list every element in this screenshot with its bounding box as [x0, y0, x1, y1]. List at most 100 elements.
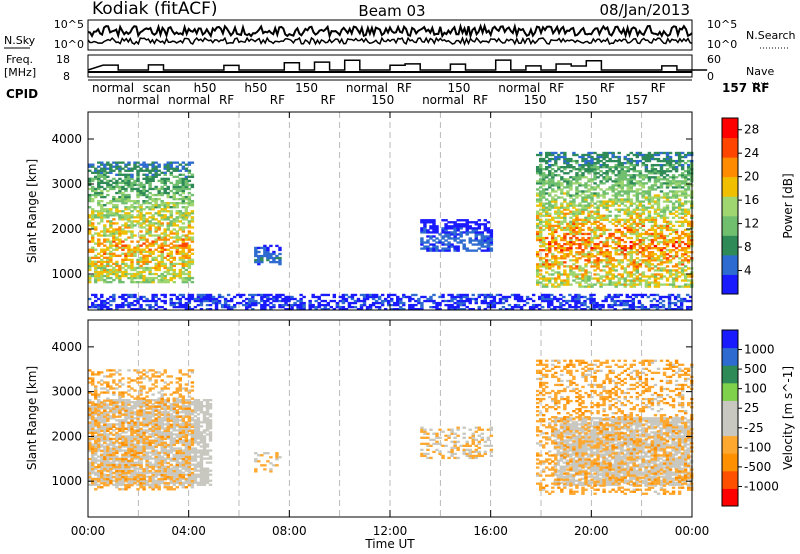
scatter-cell — [109, 469, 113, 472]
scatter-cell — [263, 254, 267, 258]
scatter-cell — [632, 244, 637, 248]
scatter-cell — [100, 270, 104, 274]
scatter-cell — [103, 421, 107, 424]
scatter-cell — [163, 270, 167, 274]
scatter-cell — [601, 305, 605, 309]
scatter-cell — [569, 224, 573, 228]
scatter-cell — [590, 170, 594, 173]
scatter-cell — [181, 228, 186, 231]
scatter-cell — [617, 174, 621, 177]
scatter-cell — [640, 295, 645, 299]
scatter-cell — [232, 305, 237, 309]
scatter-cell — [575, 222, 579, 226]
scatter-cell — [596, 176, 600, 179]
scatter-cell — [226, 303, 231, 307]
scatter-cell — [260, 258, 264, 262]
scatter-cell — [184, 280, 189, 284]
scatter-cell — [278, 260, 282, 264]
scatter-cell — [139, 272, 143, 276]
scatter-cell — [166, 191, 170, 195]
scatter-cell — [148, 250, 152, 253]
scatter-cell — [112, 206, 116, 209]
scatter-cell — [272, 295, 276, 299]
scatter-cell — [587, 194, 591, 197]
scatter-cell — [538, 214, 543, 217]
scatter-cell — [166, 202, 170, 205]
scatter-cell — [293, 297, 297, 301]
scatter-cell — [471, 243, 475, 246]
scatter-cell — [130, 293, 134, 297]
scatter-cell — [599, 283, 603, 286]
scatter-cell — [94, 445, 98, 448]
scatter-cell — [617, 186, 621, 189]
scatter-cell — [557, 257, 561, 260]
scatter-cell — [308, 307, 312, 311]
scatter-cell — [653, 151, 658, 155]
scatter-cell — [91, 189, 95, 193]
scatter-cell — [151, 218, 155, 221]
scatter-cell — [557, 155, 561, 159]
scatter-cell — [97, 274, 101, 278]
scatter-cell — [679, 305, 684, 309]
scatter-cell — [459, 239, 463, 242]
scatter-cell — [563, 166, 567, 169]
scatter-cell — [655, 303, 660, 307]
scatter-cell — [587, 232, 591, 236]
scatter-cell — [667, 297, 672, 301]
scatter-cell — [145, 303, 149, 307]
scatter-cell — [154, 299, 158, 303]
scatter-cell — [492, 299, 497, 303]
scatter-cell — [563, 257, 567, 260]
scatter-cell — [130, 210, 134, 213]
scatter-cell — [647, 228, 652, 232]
scatter-cell — [97, 260, 101, 264]
scatter-cell — [426, 221, 430, 224]
scatter-cell — [647, 253, 652, 256]
scatter-cell — [94, 228, 98, 231]
scatter-cell — [299, 299, 303, 303]
scatter-cell — [447, 235, 451, 238]
scatter-cell — [145, 297, 149, 301]
cpid-tail-157: 157 — [722, 81, 747, 95]
scatter-cell — [551, 238, 555, 242]
scatter-cell — [100, 204, 104, 207]
scatter-cell — [629, 157, 634, 161]
scatter-cell — [91, 224, 95, 227]
scatter-cell — [163, 278, 167, 282]
scatter-cell — [548, 163, 552, 167]
scatter-cell — [453, 223, 457, 226]
scatter-cell — [254, 252, 258, 256]
scatter-cell — [538, 170, 543, 173]
scatter-cell — [638, 180, 643, 183]
scatter-cell — [100, 477, 104, 480]
scatter-cell — [353, 293, 358, 297]
scatter-cell — [598, 303, 602, 307]
scatter-cell — [106, 481, 110, 484]
scatter-cell — [577, 297, 581, 301]
scatter-cell — [584, 170, 588, 173]
scatter-cell — [323, 293, 327, 297]
scatter-cell — [632, 230, 637, 234]
scatter-cell — [602, 206, 606, 209]
scatter-cell — [91, 165, 95, 168]
scatter-cell — [584, 247, 588, 250]
scatter-cell — [429, 225, 433, 228]
scatter-cell — [103, 459, 107, 462]
scatter-cell — [680, 247, 685, 250]
scatter-cell — [166, 248, 170, 251]
scatter-cell — [659, 253, 664, 256]
scatter-cell — [686, 267, 691, 270]
scatter-cell — [121, 295, 125, 299]
scatter-cell — [575, 257, 579, 260]
scatter-cell — [605, 261, 609, 264]
scatter-cell — [628, 295, 632, 299]
scatter-cell — [115, 183, 119, 187]
scatter-cell — [602, 155, 606, 159]
scatter-cell — [650, 238, 655, 242]
scatter-cell — [587, 196, 591, 199]
scatter-cell — [653, 224, 658, 228]
scatter-cell — [190, 307, 195, 311]
scatter-cell — [674, 194, 679, 197]
scatter-cell — [139, 266, 143, 270]
scatter-cell — [347, 301, 352, 305]
